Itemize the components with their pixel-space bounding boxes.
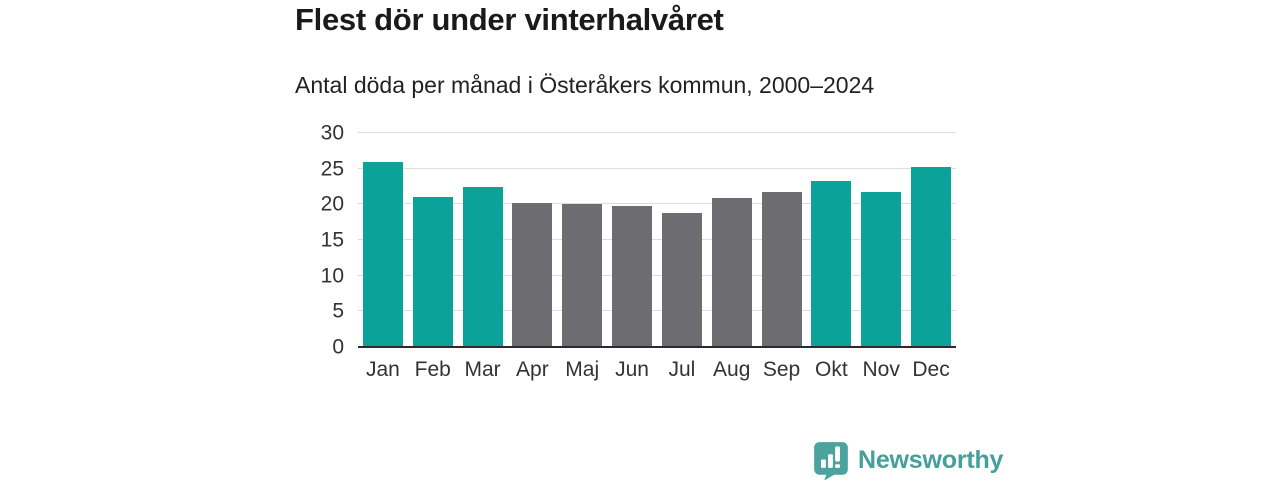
x-tick-label-aug: Aug	[713, 358, 751, 381]
y-tick-label-30: 30	[320, 121, 344, 145]
bar-slot-mar	[458, 133, 508, 347]
gridline-30	[358, 132, 956, 133]
bar-mar	[462, 186, 503, 347]
x-tick-label-jul: Jul	[668, 358, 696, 381]
gridline-15	[358, 239, 956, 240]
x-tick-label-maj: Maj	[565, 358, 600, 381]
bar-maj	[562, 203, 603, 347]
bar-nov	[861, 191, 902, 347]
chart-title: Flest dör under vinterhalvåret	[295, 2, 724, 37]
newsworthy-logo-icon	[814, 442, 848, 480]
bar-okt	[811, 180, 852, 347]
chart-subtitle: Antal döda per månad i Österåkers kommun…	[295, 72, 875, 98]
x-tick-label-jun: Jun	[615, 358, 649, 381]
y-tick-label-25: 25	[320, 157, 344, 181]
y-tick-label-15: 15	[320, 228, 344, 252]
bar-slot-jun	[607, 133, 657, 347]
bar-slot-aug	[707, 133, 757, 347]
x-tick-label-okt: Okt	[815, 358, 848, 381]
brand-footer: Newsworthy	[812, 440, 1003, 480]
plot-area	[358, 132, 956, 348]
x-tick-label-dec: Dec	[912, 358, 950, 381]
bar-slot-dec	[906, 133, 956, 347]
y-tick-label-0: 0	[332, 335, 344, 359]
x-tick-label-nov: Nov	[862, 358, 900, 381]
bar-jul	[661, 212, 702, 347]
bar-slot-apr	[507, 133, 557, 347]
gridline-10	[358, 274, 956, 276]
x-axis-line	[358, 346, 956, 348]
bar-apr	[512, 202, 553, 347]
bar-aug	[711, 197, 752, 347]
brand-name: Newsworthy	[858, 445, 1004, 474]
bar-sep	[761, 192, 802, 347]
gridline-20	[358, 203, 956, 205]
bar-jun	[612, 206, 653, 347]
y-tick-label-10: 10	[320, 264, 344, 288]
y-tick-label-5: 5	[332, 299, 344, 323]
bar-slot-sep	[757, 133, 807, 347]
bar-slot-nov	[856, 133, 906, 347]
bar-slot-maj	[557, 133, 607, 347]
bars	[358, 133, 956, 347]
bar-slot-okt	[806, 133, 856, 347]
bar-slot-feb	[408, 133, 458, 347]
y-tick-label-20: 20	[320, 192, 344, 216]
x-tick-label-sep: Sep	[762, 358, 801, 381]
x-tick-label-mar: Mar	[464, 358, 501, 381]
x-tick-label-jan: Jan	[365, 358, 400, 381]
bar-slot-jul	[657, 133, 707, 347]
x-tick-label-apr: Apr	[516, 358, 549, 381]
gridline-25	[358, 167, 956, 169]
bar-jan	[362, 161, 403, 347]
bar-dec	[911, 167, 952, 347]
y-axis-labels: 0 5 10 15 20 25 30	[260, 123, 344, 358]
x-tick-label-feb: Feb	[414, 358, 451, 381]
bar-feb	[412, 196, 453, 347]
bar-slot-jan	[358, 133, 408, 347]
gridline-5	[358, 310, 956, 312]
x-axis-labels: Jan Feb Mar Apr Maj Jun Jul Aug Sep Okt Nov Dec	[358, 358, 956, 382]
